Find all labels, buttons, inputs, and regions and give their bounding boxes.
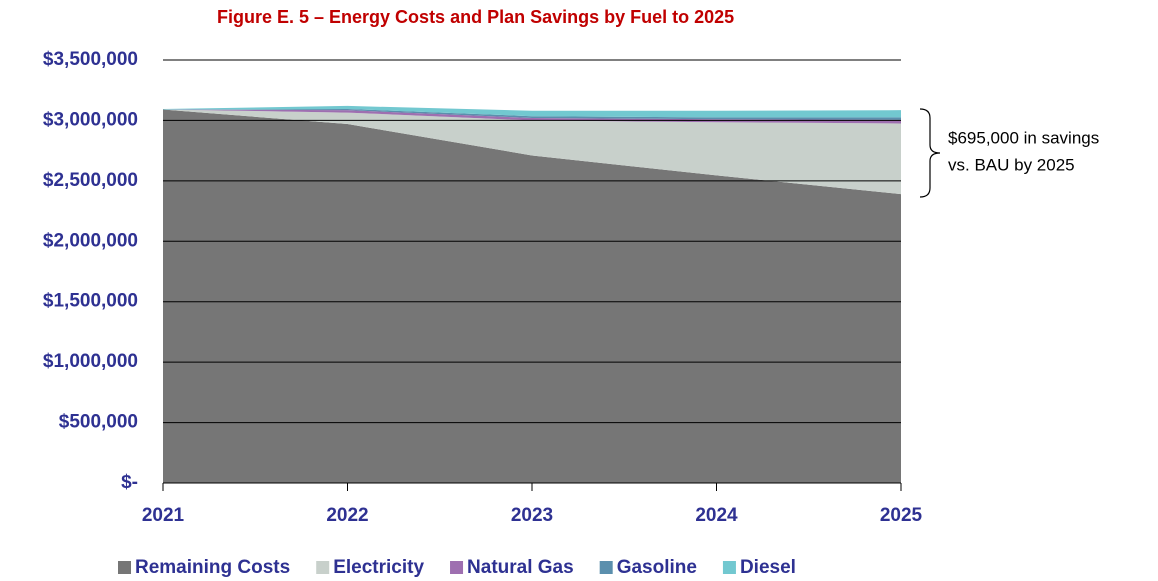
x-tick-label: 2023	[511, 505, 553, 526]
annotation: vs. BAU by 2025	[948, 155, 1075, 174]
legend-swatch	[118, 561, 131, 574]
chart-title: Figure E. 5 – Energy Costs and Plan Savi…	[217, 7, 734, 27]
area	[163, 108, 901, 120]
y-tick-label: $500,000	[59, 412, 138, 433]
savings-brace	[919, 108, 941, 198]
y-tick-label: $2,000,000	[43, 230, 138, 251]
legend-swatch	[316, 561, 330, 574]
y-tick-label: $3,500,000	[43, 49, 138, 70]
legend-label: Natural Gas	[467, 557, 574, 578]
x-tick-label: 2025	[880, 505, 923, 526]
area	[163, 105, 901, 118]
y-tick-label: $1,000,000	[43, 351, 138, 372]
annotation: $695,000 in savings	[948, 128, 1099, 147]
legend-swatch	[722, 561, 736, 574]
area	[163, 109, 901, 484]
area	[163, 109, 901, 195]
legend-label: Diesel	[740, 557, 796, 578]
legend-swatch	[450, 561, 464, 574]
y-tick-label: $1,500,000	[43, 291, 138, 312]
legend-label: Gasoline	[617, 557, 697, 578]
x-tick-label: 2022	[326, 505, 368, 526]
y-tick-label: $3,000,000	[43, 109, 138, 130]
legend-label: Remaining Costs	[135, 557, 290, 578]
legend-swatch	[599, 561, 613, 574]
y-tick-label: $-	[121, 472, 138, 493]
y-tick-label: $2,500,000	[43, 170, 138, 191]
legend-label: Electricity	[333, 557, 424, 578]
x-tick-label: 2021	[142, 505, 185, 526]
x-tick-label: 2024	[695, 505, 738, 526]
